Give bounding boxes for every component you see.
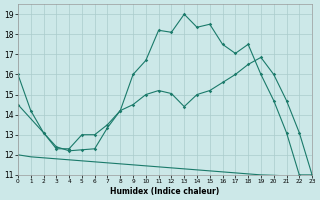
X-axis label: Humidex (Indice chaleur): Humidex (Indice chaleur) — [110, 187, 220, 196]
